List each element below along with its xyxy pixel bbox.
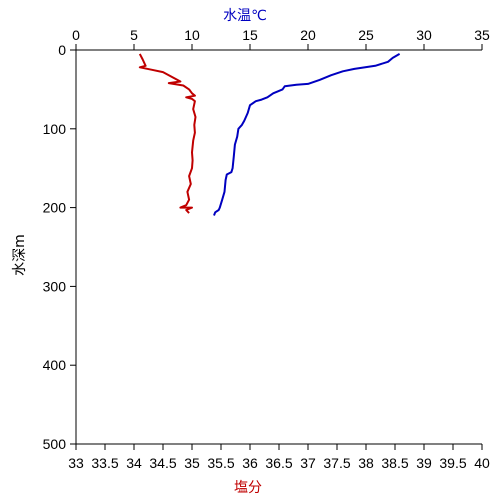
top-tick-label: 15 — [242, 27, 258, 43]
data-lines — [138, 53, 401, 216]
bottom-tick-label: 39.5 — [439, 455, 466, 471]
y-tick-label: 200 — [43, 200, 67, 216]
y-tick-label: 400 — [43, 357, 67, 373]
top-tick-label: 0 — [72, 27, 80, 43]
bottom-tick-label: 36.5 — [265, 455, 292, 471]
bottom-tick-label: 33 — [68, 455, 84, 471]
bottom-axis-title: 塩分 — [234, 480, 262, 496]
top-tick-label: 10 — [184, 27, 200, 43]
y-tick-label: 100 — [43, 121, 67, 137]
bottom-tick-label: 35.5 — [207, 455, 234, 471]
top-tick-label: 30 — [416, 27, 432, 43]
top-tick-label: 35 — [474, 27, 490, 43]
bottom-tick-label: 37 — [300, 455, 316, 471]
salinity-line — [138, 53, 197, 214]
bottom-tick-label: 33.5 — [91, 455, 118, 471]
bottom-tick-label: 38 — [358, 455, 374, 471]
bottom-tick-label: 36 — [242, 455, 258, 471]
temperature-line — [213, 53, 401, 216]
top-tick-label: 20 — [300, 27, 316, 43]
bottom-tick-label: 34 — [126, 455, 142, 471]
bottom-tick-label: 38.5 — [381, 455, 408, 471]
y-tick-label: 500 — [43, 436, 67, 452]
y-axis-title: 水深m — [12, 234, 28, 276]
y-tick-label: 300 — [43, 278, 67, 294]
bottom-tick-label: 37.5 — [323, 455, 350, 471]
y-tick-label: 0 — [58, 42, 66, 58]
bottom-tick-label: 39 — [416, 455, 432, 471]
top-axis-title: 水温℃ — [223, 8, 267, 24]
bottom-tick-label: 34.5 — [149, 455, 176, 471]
bottom-tick-label: 40 — [474, 455, 490, 471]
tick-labels: 0 100 200 300 400 500 0 5 10 15 20 25 30 35 33 33.5 34 34… — [43, 27, 490, 471]
bottom-tick-label: 35 — [184, 455, 200, 471]
axis-ticks — [70, 44, 483, 450]
top-tick-label: 5 — [130, 27, 138, 43]
top-tick-label: 25 — [358, 27, 374, 43]
